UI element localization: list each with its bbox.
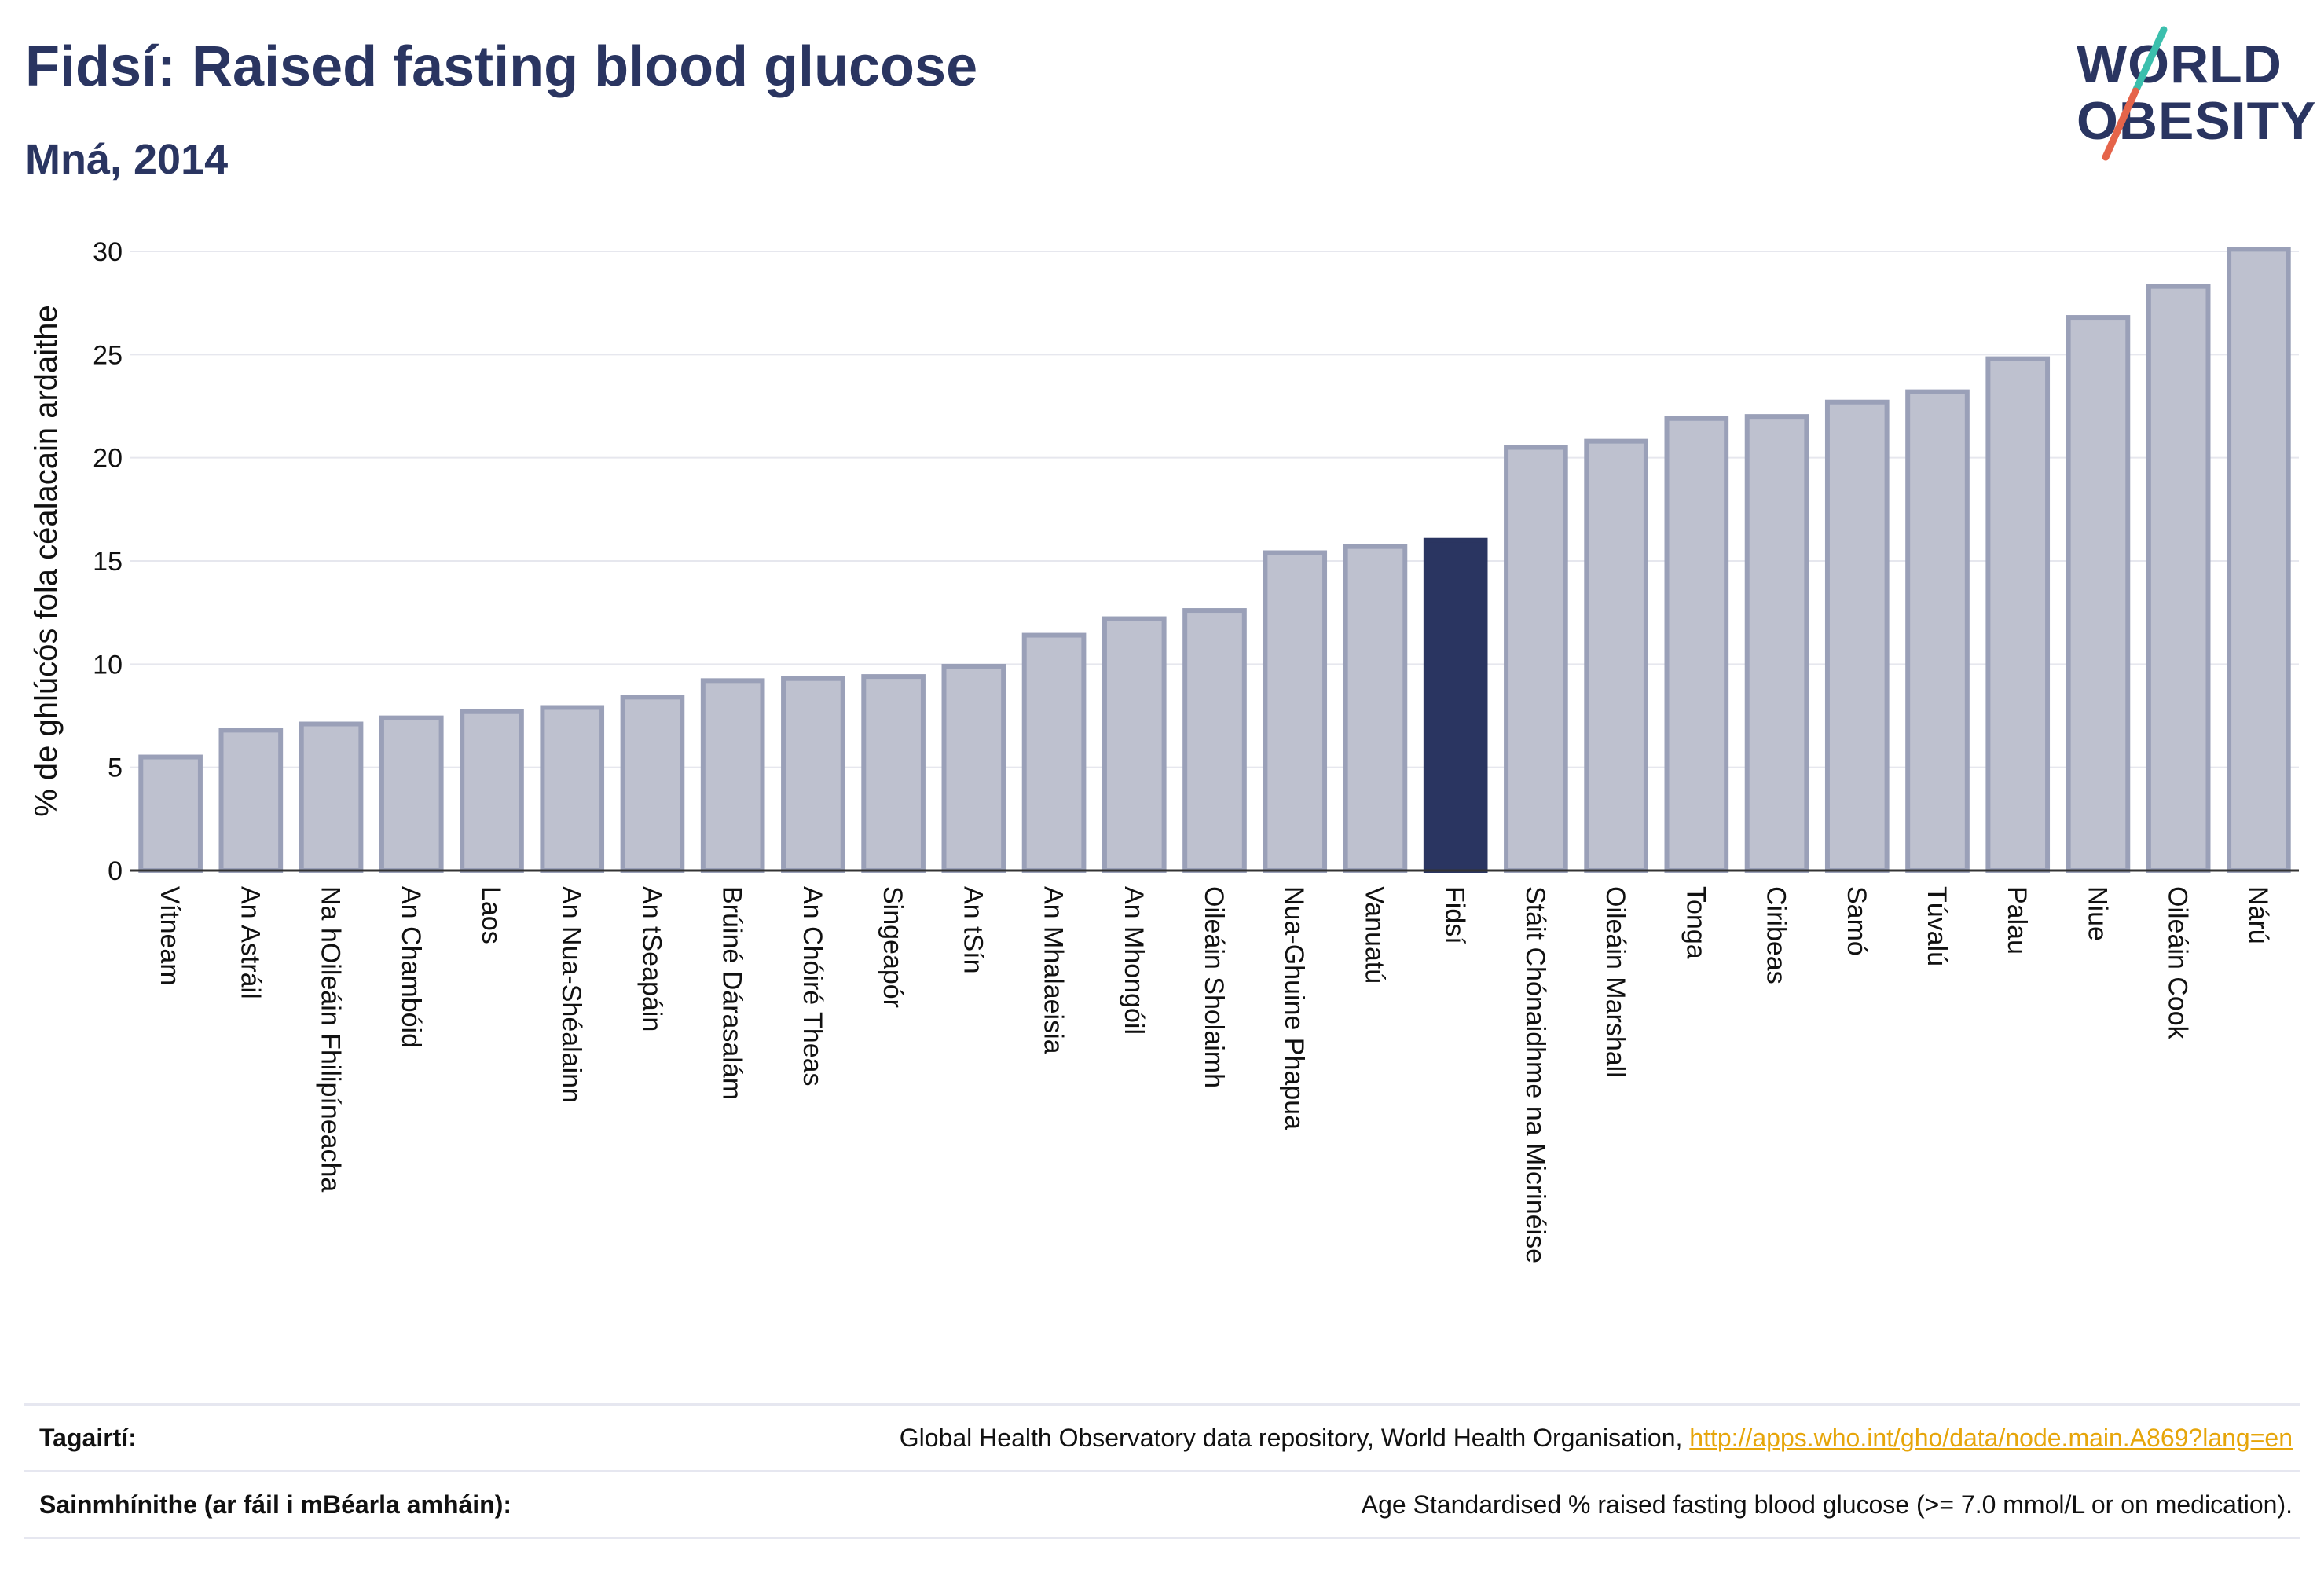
x-tick-label: An Mhalaeisia — [1039, 886, 1069, 1054]
x-tick-label: Tonga — [1681, 886, 1710, 959]
x-tick-label: Stáit Chónaidhme na Micrinéise — [1520, 886, 1550, 1263]
definitions-text: Age Standardised % raised fasting blood … — [1361, 1490, 2293, 1519]
y-tick-label: 25 — [93, 340, 123, 370]
world-obesity-logo: WORLD OBESITY — [2057, 24, 2316, 165]
x-tick-label: Na hOileáin Fhilipíneacha — [316, 886, 346, 1192]
bar — [700, 678, 765, 874]
bar — [1182, 608, 1247, 873]
x-tick-label: An Astráil — [235, 886, 265, 999]
x-tick-label: Fidsí — [1440, 886, 1470, 944]
bar — [1343, 544, 1408, 873]
y-tick-label: 5 — [108, 753, 123, 783]
x-tick-label: Brúiné Dárasalám — [717, 886, 747, 1100]
bar — [299, 721, 364, 873]
bar — [1824, 399, 1890, 874]
x-tick-label: Oileáin Sholaimh — [1199, 886, 1229, 1088]
bar — [1263, 550, 1328, 873]
y-tick-label: 30 — [93, 237, 123, 267]
bar — [1102, 616, 1167, 874]
y-tick-label: 10 — [93, 650, 123, 680]
bars — [138, 247, 2291, 874]
bar — [1985, 356, 2051, 873]
x-tick-label: Nárú — [2243, 886, 2273, 944]
y-axis-label: % de ghlúcós fola céalacain ardaithe — [29, 305, 64, 817]
references-value: Global Health Observatory data repositor… — [900, 1424, 2300, 1453]
chart-subtitle: Mná, 2014 — [25, 136, 229, 183]
x-tick-label: Túvalú — [1922, 886, 1952, 966]
x-tick-label: Singeapór — [878, 886, 907, 1008]
x-tick-label: Niue — [2082, 886, 2112, 941]
bar — [540, 705, 605, 874]
x-tick-label: Ciribeas — [1761, 886, 1791, 984]
bar — [460, 709, 524, 873]
x-tick-label: An tSín — [958, 886, 988, 974]
bar — [1504, 445, 1568, 873]
x-tick-label: Samó — [1842, 886, 1871, 956]
x-tick-labels: Vítneam An Astráil Na hOileáin Fhilipíneac… — [155, 886, 2273, 1263]
x-tick-label: An Mhongóil — [1119, 886, 1149, 1035]
x-tick-label: An Chambóid — [396, 886, 426, 1048]
y-tick-labels: 0 5 10 15 20 25 30 — [93, 237, 123, 886]
x-tick-label: An tSeapáin — [636, 886, 666, 1032]
definitions-label: Sainmhínithe (ar fáil i mBéarla amháin): — [39, 1490, 512, 1519]
x-tick-label: Oileáin Marshall — [1600, 886, 1630, 1078]
bar — [2227, 247, 2291, 873]
references-link[interactable]: http://apps.who.int/gho/data/node.main.A… — [1689, 1423, 2293, 1452]
bar — [138, 754, 203, 873]
bar-chart: 0 5 10 15 20 25 30 Vítneam An Astráil Na hOileái… — [29, 237, 2299, 1263]
x-tick-label: Nua-Ghuine Phapua — [1279, 886, 1309, 1130]
bar — [1664, 416, 1729, 873]
x-tick-label: An Chóiré Theas — [797, 886, 827, 1087]
definitions-row: Sainmhínithe (ar fáil i mBéarla amháin):… — [24, 1470, 2300, 1539]
x-tick-label: Vanuatú — [1359, 886, 1389, 984]
x-tick-label: Oileáin Cook — [2163, 886, 2193, 1040]
bar — [1905, 389, 1970, 873]
x-tick-label: Vítneam — [155, 886, 185, 986]
y-tick-label: 20 — [93, 444, 123, 474]
x-tick-label: An Nua-Shéalainn — [556, 886, 586, 1103]
bar — [620, 695, 685, 873]
references-label: Tagairtí: — [39, 1423, 137, 1452]
references-table: Tagairtí: Global Health Observatory data… — [24, 1403, 2300, 1539]
bar — [1423, 537, 1488, 873]
y-tick-label: 15 — [93, 547, 123, 577]
logo-slash-icon — [2102, 26, 2168, 161]
x-tick-label: Palau — [2002, 886, 2032, 955]
bar — [218, 728, 284, 873]
references-row: Tagairtí: Global Health Observatory data… — [24, 1403, 2300, 1470]
bar — [781, 676, 845, 873]
bar — [1021, 632, 1087, 873]
bar — [1744, 414, 1809, 873]
chart-title: Fidsí: Raised fasting blood glucose — [25, 35, 978, 98]
logo-line-1: WORLD — [2077, 35, 2282, 94]
bar — [2066, 315, 2131, 873]
x-tick-label: Laos — [476, 886, 506, 944]
bar — [941, 663, 1006, 874]
bar — [2146, 284, 2211, 873]
bar — [1584, 438, 1648, 873]
references-text: Global Health Observatory data repositor… — [899, 1423, 1690, 1452]
bar — [379, 715, 444, 873]
bar — [861, 674, 926, 873]
y-tick-label: 0 — [108, 856, 123, 886]
